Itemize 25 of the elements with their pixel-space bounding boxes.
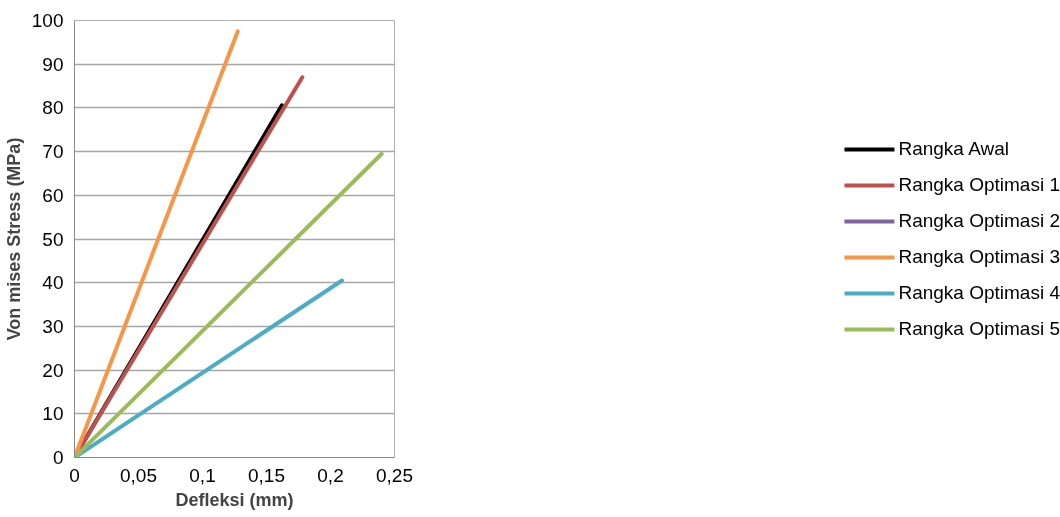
x-tick-label: 0,1 bbox=[189, 464, 216, 486]
y-tick-label: 90 bbox=[42, 53, 64, 75]
y-tick-label: 20 bbox=[42, 359, 64, 381]
x-tick-label: 0,25 bbox=[376, 464, 413, 486]
y-tick-label: 100 bbox=[31, 10, 64, 31]
legend-label: Rangka Awal bbox=[898, 137, 1009, 160]
y-tick-label: 50 bbox=[42, 228, 64, 250]
y-tick-label: 80 bbox=[42, 97, 64, 119]
legend-label: Rangka Optimasi 3 bbox=[898, 245, 1060, 268]
y-tick-label: 0 bbox=[52, 447, 64, 468]
y-axis-title: Von mises Stress (MPa) bbox=[3, 137, 24, 341]
y-tick-label: 40 bbox=[42, 272, 64, 294]
x-tick-label: 0 bbox=[69, 464, 80, 486]
x-tick-label: 0,05 bbox=[120, 464, 157, 486]
legend-label: Rangka Optimasi 1 bbox=[898, 173, 1060, 196]
legend-label: Rangka Optimasi 5 bbox=[898, 317, 1060, 340]
x-tick-label: 0,15 bbox=[248, 464, 285, 486]
x-axis-title: Defleksi (mm) bbox=[175, 489, 294, 510]
y-tick-label: 30 bbox=[42, 315, 64, 337]
legend-label: Rangka Optimasi 4 bbox=[898, 281, 1060, 304]
legend-label: Rangka Optimasi 2 bbox=[898, 209, 1060, 232]
x-tick-label: 0,2 bbox=[317, 464, 344, 486]
y-tick-label: 10 bbox=[42, 403, 64, 425]
y-tick-label: 70 bbox=[42, 141, 64, 163]
y-tick-label: 60 bbox=[42, 184, 64, 206]
